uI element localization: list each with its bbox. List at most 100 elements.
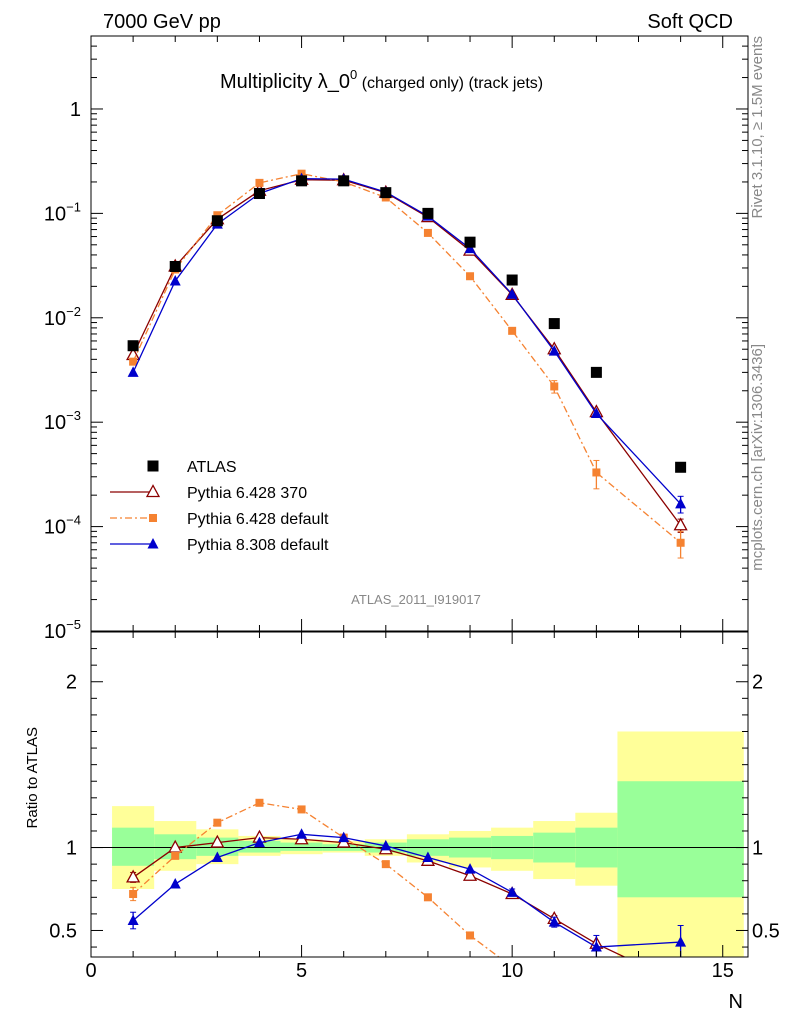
- data-point: [423, 893, 432, 902]
- data-point: [296, 175, 308, 187]
- side-label-rivet: Rivet 3.1.10, ≥ 1.5M events: [749, 36, 766, 219]
- data-point: [171, 851, 180, 860]
- y-tick-label: 10−3: [44, 408, 81, 434]
- y-tick-label-exp: −1: [66, 199, 81, 214]
- x-tick-label: 10: [501, 960, 523, 982]
- main-series-layer: [126, 169, 688, 559]
- data-point: [338, 831, 350, 843]
- y-tick-label-base: 10: [44, 621, 66, 643]
- data-point: [466, 272, 475, 281]
- data-point: [169, 878, 181, 889]
- band-green: [112, 827, 155, 866]
- x-tick-label: 15: [712, 960, 734, 982]
- y-tick-label-exp: −3: [66, 408, 81, 423]
- data-point: [169, 260, 181, 272]
- data-point: [550, 382, 559, 391]
- plot-title: Multiplicity λ_00 (charged only) (track …: [220, 67, 543, 93]
- y-tick-label: 2: [66, 672, 77, 694]
- legend-item: ATLAS: [147, 459, 237, 476]
- data-point: [590, 407, 602, 419]
- legend-label: Pythia 6.428 default: [187, 511, 329, 528]
- y-tick-label: 10−1: [44, 199, 81, 225]
- legend-marker: [149, 514, 157, 522]
- y-tick-label: 10−4: [44, 513, 81, 539]
- main-plot-panel: 110−110−210−310−410−5 Multiplicity λ_00 …: [44, 35, 749, 643]
- legend-item: Pythia 6.428 370: [110, 484, 307, 502]
- data-point: [637, 955, 640, 957]
- legend-item: Pythia 8.308 default: [110, 537, 329, 554]
- data-point: [127, 340, 139, 352]
- data-point: [338, 175, 350, 187]
- data-point: [508, 326, 517, 335]
- header-left: 7000 GeV pp: [103, 11, 221, 33]
- data-point: [592, 468, 601, 477]
- data-point: [296, 828, 308, 839]
- band-green: [617, 781, 744, 898]
- legend-marker: [147, 460, 159, 472]
- x-axis-label: N: [729, 991, 743, 1013]
- data-point: [380, 187, 392, 199]
- data-point: [211, 215, 223, 227]
- data-point: [380, 839, 392, 851]
- y-tick-label-base: 10: [44, 203, 66, 225]
- data-point: [255, 178, 264, 187]
- ratio-axis-ticks: [90, 632, 748, 957]
- data-point: [464, 863, 476, 874]
- legend-marker: [145, 484, 161, 498]
- analysis-tag: ATLAS_2011_I919017: [351, 592, 481, 607]
- side-label-mcplots: mcplots.cern.ch [arXiv:1306.3436]: [749, 344, 766, 571]
- y-tick-label-exp: −4: [66, 513, 81, 528]
- data-point: [675, 497, 687, 509]
- data-point: [506, 288, 518, 299]
- data-point: [422, 851, 434, 863]
- y-tick-label-exp: −2: [66, 304, 81, 319]
- ratio-frame: [90, 631, 749, 958]
- y-tick-label-right: 0.5: [752, 920, 780, 942]
- data-point: [422, 207, 434, 219]
- ratio-y-axis-label: Ratio to ATLAS: [24, 727, 41, 828]
- data-point: [506, 274, 518, 286]
- data-point: [255, 798, 264, 807]
- data-point: [213, 818, 222, 827]
- data-point: [129, 357, 138, 366]
- data-point: [253, 188, 265, 200]
- y-tick-label-base: 10: [44, 412, 66, 434]
- legend-label: ATLAS: [187, 459, 237, 476]
- main-series-pythia-6-428-370: [126, 171, 688, 533]
- plot-title-main: Multiplicity λ_0: [220, 71, 350, 93]
- data-point: [462, 867, 478, 881]
- legend-marker: [147, 538, 159, 549]
- header-right: Soft QCD: [647, 11, 733, 33]
- y-tick-label-right: 2: [752, 672, 763, 694]
- data-point: [381, 860, 390, 869]
- data-point: [673, 517, 688, 531]
- data-point: [676, 538, 685, 547]
- x-tick-label: 5: [296, 960, 307, 982]
- data-point: [126, 869, 141, 883]
- data-point: [129, 889, 138, 898]
- ratio-plot-panel: 0.5 0.5 1 1 2 2 0 5 10 15 Ratio to ATLAS N: [24, 631, 780, 1013]
- y-tick-label-base: 10: [44, 517, 66, 539]
- band-green: [280, 842, 323, 851]
- ratio-series-layer: [126, 798, 687, 957]
- data-point: [675, 461, 687, 473]
- main-series-atlas: [127, 175, 687, 473]
- data-point: [675, 936, 687, 947]
- x-tick-labels: 0 5 10 15: [85, 960, 733, 982]
- data-point: [211, 851, 223, 863]
- y-tick-label: 10−2: [44, 304, 81, 330]
- data-point: [464, 242, 476, 254]
- plot-title-sup: 0: [350, 67, 357, 82]
- legend: ATLAS Pythia 6.428 370 Pythia 6.428 defaul…: [110, 459, 329, 554]
- data-point: [127, 914, 139, 926]
- main-axis-ticks: [90, 35, 748, 632]
- y-tick-label-exp: −5: [66, 617, 81, 632]
- ratio-series-pythia-8-308-default: [127, 828, 687, 957]
- legend-label: Pythia 8.308 default: [187, 537, 329, 554]
- y-tick-label: 1: [66, 838, 77, 860]
- y-tick-label: 0.5: [49, 920, 77, 942]
- data-point: [590, 941, 602, 952]
- data-point: [506, 886, 518, 897]
- legend-item: Pythia 6.428 default: [110, 511, 329, 528]
- data-point: [213, 211, 222, 220]
